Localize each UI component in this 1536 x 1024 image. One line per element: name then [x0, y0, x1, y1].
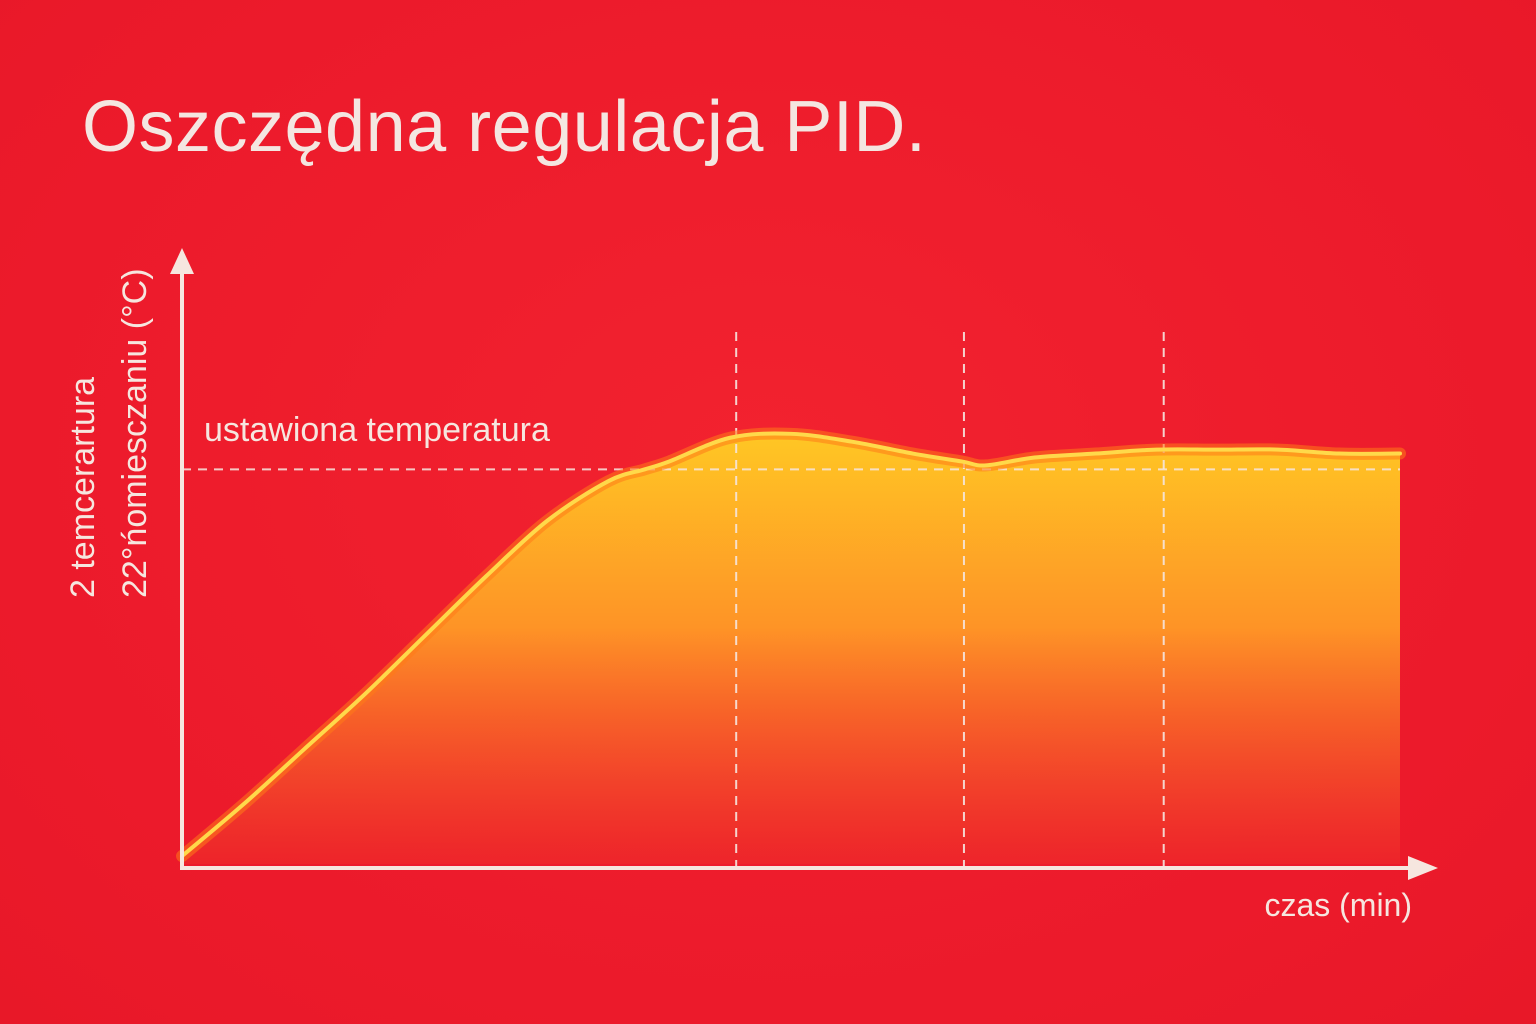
vertical-markers: [735, 332, 1165, 866]
y-axis-label: 2 temcerartura 22°ńomiesczaniu (°C): [64, 268, 154, 598]
line-layer: [176, 427, 1406, 863]
setpoint-label: ustawiona temperatura: [204, 411, 550, 449]
axes: [170, 248, 1438, 880]
area-layer: [182, 433, 1400, 864]
x-axis-arrow: [1408, 856, 1438, 880]
chart-title: Oszczędna regulacja PID.: [82, 87, 927, 167]
temperature-line: [180, 431, 1402, 859]
y-axis-arrow: [170, 248, 194, 274]
y-axis-label-line-2: 22°ńomiesczaniu (°C): [116, 268, 154, 598]
temperature-area: [182, 433, 1400, 864]
x-axis-label: czas (min): [1264, 887, 1412, 923]
y-axis-label-line-1: 2 temcerartura: [64, 377, 102, 598]
